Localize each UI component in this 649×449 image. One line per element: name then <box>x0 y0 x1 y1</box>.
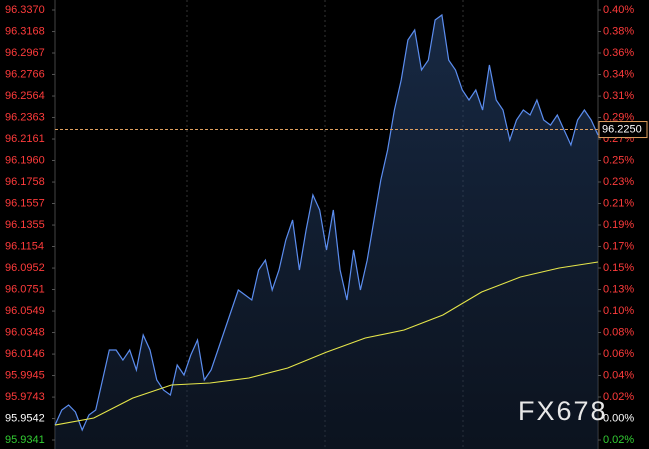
y2-tick-label: 0.23% <box>603 176 634 188</box>
y-tick-label: 96.2363 <box>5 111 45 123</box>
y-tick-label: 95.9341 <box>5 434 45 446</box>
y-tick-label: 95.9743 <box>5 391 45 403</box>
y2-tick-label: 0.10% <box>603 305 634 317</box>
y2-tick-label: 0.06% <box>603 348 634 360</box>
y-tick-label: 96.1154 <box>5 240 44 252</box>
y2-tick-label: 0.02% <box>603 391 634 403</box>
y2-tick-label: 0.29% <box>603 111 634 123</box>
y-tick-label: 96.2564 <box>5 90 45 102</box>
y-tick-label: 96.1758 <box>5 176 45 188</box>
y2-tick-label: 0.34% <box>603 68 634 80</box>
y2-tick-label: 0.25% <box>603 154 634 166</box>
y-tick-label: 96.2967 <box>5 47 45 59</box>
y2-tick-label: 0.31% <box>603 90 634 102</box>
y-tick-label: 96.0751 <box>5 283 45 295</box>
watermark: FX678 <box>518 396 608 426</box>
y-tick-label: 96.0549 <box>5 305 45 317</box>
series-line <box>54 261 599 426</box>
y2-tick-label: 0.00% <box>603 412 634 424</box>
y-tick-label: 96.1355 <box>5 219 45 231</box>
y2-tick-label: 0.21% <box>603 197 634 209</box>
y2-tick-label: 0.17% <box>603 240 634 252</box>
y-tick-label: 96.3168 <box>5 25 45 37</box>
y-tick-label: 96.0348 <box>5 326 45 338</box>
reference-label: 96.2250 <box>602 123 642 135</box>
y2-tick-label: 0.40% <box>603 4 634 16</box>
y-tick-label: 95.9542 <box>5 412 45 424</box>
y2-tick-label: 0.19% <box>603 219 634 231</box>
area <box>55 15 598 449</box>
y-tick-label: 96.2766 <box>5 68 45 80</box>
y2-tick-label: 0.36% <box>603 47 634 59</box>
reference-label-box <box>598 121 648 139</box>
y2-tick-label: 0.04% <box>603 369 634 381</box>
y2-tick-label: 0.38% <box>603 25 634 37</box>
y-tick-label: 96.2161 <box>5 133 45 145</box>
y2-tick-label: 0.13% <box>603 283 634 295</box>
y-tick-label: 96.1960 <box>5 154 45 166</box>
y-tick-label: 96.3370 <box>5 4 45 16</box>
y-tick-label: 96.0146 <box>5 348 45 360</box>
y2-tick-label: 0.08% <box>603 326 634 338</box>
y2-tick-label: 0.15% <box>603 262 634 274</box>
y-tick-label: 96.1557 <box>5 197 45 209</box>
y-tick-label: 95.9945 <box>5 369 45 381</box>
y-tick-label: 96.0952 <box>5 262 45 274</box>
y2-tick-label: 0.02% <box>603 434 634 446</box>
